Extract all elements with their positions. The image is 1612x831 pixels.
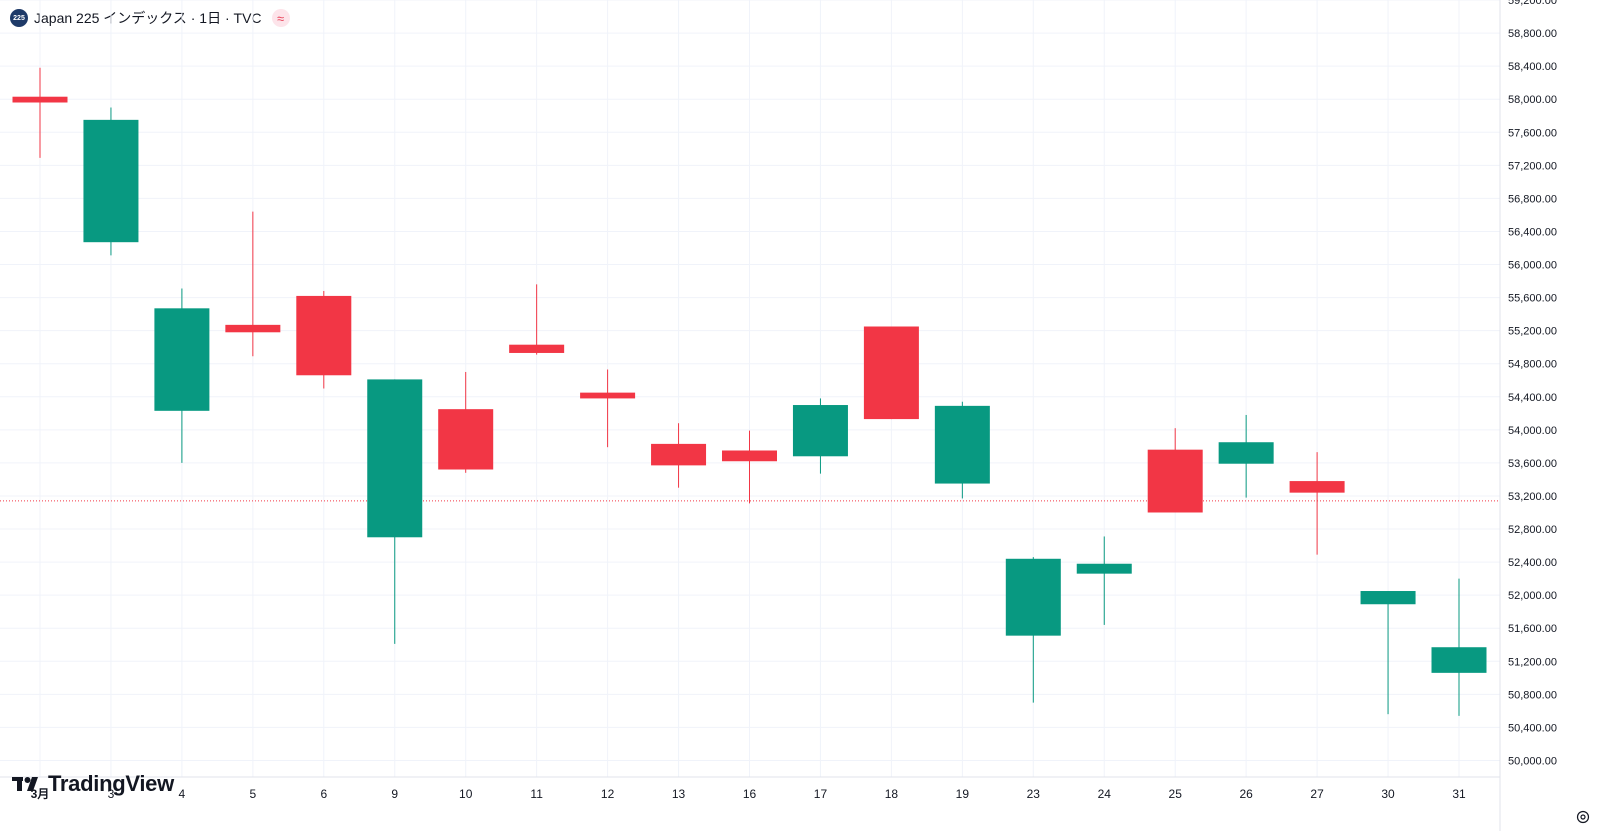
y-tick-label: 55,200.00 (1508, 326, 1557, 338)
x-tick-label: 5 (250, 787, 257, 801)
x-tick-label: 23 (1027, 787, 1041, 801)
candle-body[interactable] (651, 443, 707, 466)
candle-body[interactable] (863, 326, 919, 420)
candle-body[interactable] (1005, 558, 1061, 636)
y-tick-label: 50,000.00 (1508, 755, 1557, 767)
y-tick-label: 57,600.00 (1508, 127, 1557, 139)
tradingview-logo-text: TradingView (48, 771, 174, 796)
x-tick-label: 26 (1239, 787, 1253, 801)
x-tick-label: 30 (1381, 787, 1395, 801)
symbol-badge[interactable]: 225 (10, 9, 28, 27)
candle-body[interactable] (792, 405, 848, 457)
y-tick-label: 53,200.00 (1508, 491, 1557, 503)
candle-body[interactable] (83, 119, 139, 243)
y-tick-label: 50,800.00 (1508, 689, 1557, 701)
y-tick-label: 50,400.00 (1508, 722, 1557, 734)
candle-body[interactable] (580, 392, 636, 399)
x-tick-label: 31 (1452, 787, 1466, 801)
x-tick-label: 25 (1169, 787, 1183, 801)
x-tick-label: 19 (956, 787, 970, 801)
x-tick-label: 24 (1098, 787, 1112, 801)
x-tick-label: 12 (601, 787, 615, 801)
chart-header: 225 Japan 225 インデックス · 1日 · TVC ≈ (10, 8, 290, 28)
y-tick-label: 56,800.00 (1508, 193, 1557, 205)
y-tick-label: 56,000.00 (1508, 260, 1557, 272)
candle-body[interactable] (1147, 449, 1203, 513)
y-tick-label: 57,200.00 (1508, 160, 1557, 172)
candle-body[interactable] (1431, 647, 1487, 673)
y-tick-label: 51,200.00 (1508, 656, 1557, 668)
x-tick-label: 9 (391, 787, 398, 801)
x-tick-label: 3月 (31, 787, 50, 801)
candle-body[interactable] (934, 405, 990, 484)
tradingview-logo[interactable]: TradingView (12, 771, 174, 797)
x-tick-label: 18 (885, 787, 899, 801)
candle-body[interactable] (1218, 442, 1274, 464)
candle-body[interactable] (12, 96, 68, 103)
x-tick-label: 10 (459, 787, 473, 801)
y-tick-label: 55,600.00 (1508, 293, 1557, 305)
y-tick-label: 56,400.00 (1508, 226, 1557, 238)
y-tick-label: 58,400.00 (1508, 61, 1557, 73)
x-tick-label: 17 (814, 787, 828, 801)
y-tick-label: 52,000.00 (1508, 590, 1557, 602)
candle-body[interactable] (438, 409, 494, 470)
y-tick-label: 51,600.00 (1508, 623, 1557, 635)
y-tick-label: 54,000.00 (1508, 425, 1557, 437)
settings-icon[interactable] (1573, 807, 1593, 827)
x-tick-label: 11 (530, 787, 543, 801)
candle-body[interactable] (1360, 591, 1416, 605)
y-tick-label: 52,800.00 (1508, 524, 1557, 536)
x-tick-label: 27 (1310, 787, 1324, 801)
x-tick-label: 3 (108, 787, 115, 801)
y-tick-label: 54,400.00 (1508, 392, 1557, 404)
y-tick-label: 54,800.00 (1508, 359, 1557, 371)
x-tick-label: 6 (320, 787, 327, 801)
candle-body[interactable] (225, 324, 281, 333)
symbol-title[interactable]: Japan 225 インデックス · 1日 · TVC (34, 10, 262, 26)
candle-body[interactable] (722, 450, 777, 462)
y-tick-label: 58,000.00 (1508, 94, 1557, 106)
candle-body[interactable] (1076, 563, 1132, 574)
candle-body[interactable] (1289, 481, 1345, 493)
x-tick-label: 16 (743, 787, 757, 801)
y-tick-label: 58,800.00 (1508, 28, 1557, 40)
candle-body[interactable] (509, 344, 565, 353)
compare-icon[interactable]: ≈ (271, 9, 290, 27)
y-tick-label: 53,600.00 (1508, 458, 1557, 470)
candle-body[interactable] (154, 308, 210, 411)
y-tick-label: 52,400.00 (1508, 557, 1557, 569)
y-tick-label: 59,200.00 (1508, 0, 1557, 7)
settings-gear-icon (1576, 810, 1590, 824)
tradingview-logo-mark (12, 777, 38, 791)
candle-body[interactable] (296, 295, 352, 376)
x-tick-label: 13 (672, 787, 686, 801)
candle-body[interactable] (367, 379, 423, 538)
x-tick-label: 4 (179, 787, 186, 801)
